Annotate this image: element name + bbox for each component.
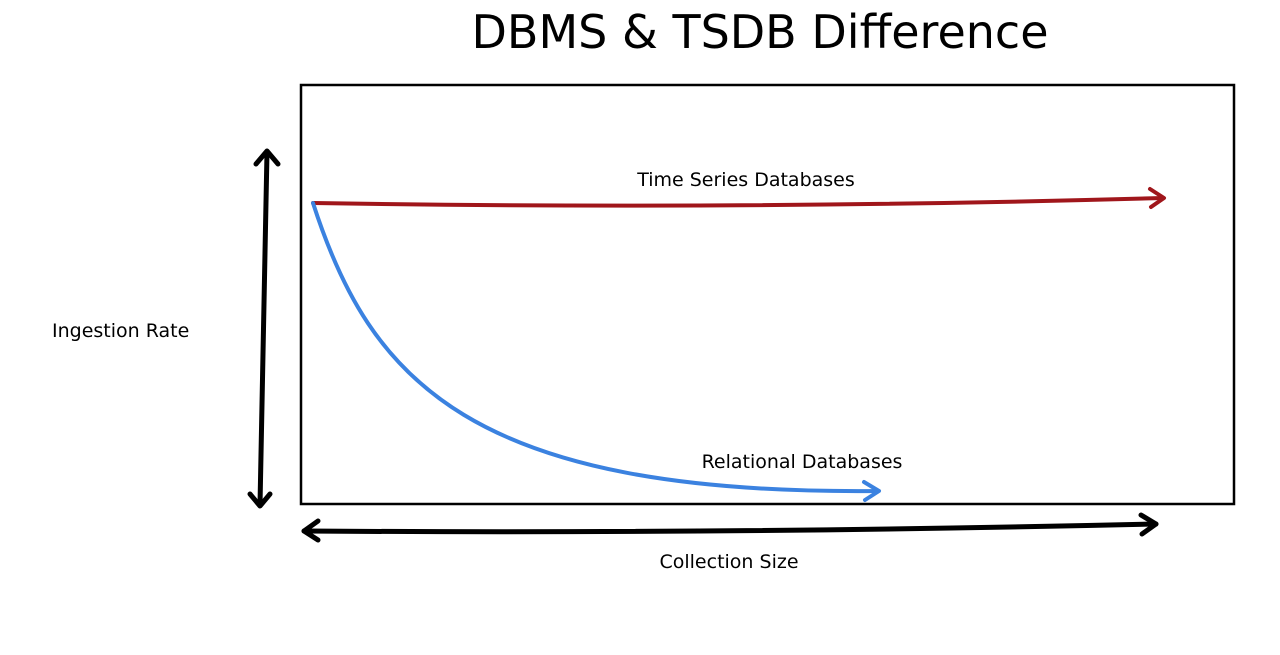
x-axis-arrowhead-left (301, 518, 321, 543)
plot-frame (299, 83, 1236, 506)
tsdb-curve-arrowhead (1148, 187, 1166, 209)
x-axis-arrow (301, 512, 1159, 543)
x-axis-line (301, 521, 1159, 535)
relational-curve-line (311, 201, 880, 494)
y-axis-label: Ingestion Rate (52, 320, 189, 342)
tsdb-curve-label: Time Series Databases (636, 169, 855, 191)
tsdb-curve-line (311, 196, 1165, 208)
relational-curve-arrowhead (862, 480, 881, 502)
diagram-title: DBMS & TSDB Difference (471, 5, 1048, 59)
relational-curve (311, 201, 881, 502)
relational-curve-label: Relational Databases (702, 451, 903, 473)
x-axis-label: Collection Size (659, 551, 798, 573)
y-axis-arrowhead-top (253, 148, 281, 167)
x-axis-arrowhead-right (1138, 512, 1159, 537)
tsdb-curve (311, 187, 1166, 209)
y-axis-line (257, 149, 270, 508)
y-axis-arrowhead-bottom (247, 491, 273, 509)
y-axis-arrow (247, 148, 281, 509)
